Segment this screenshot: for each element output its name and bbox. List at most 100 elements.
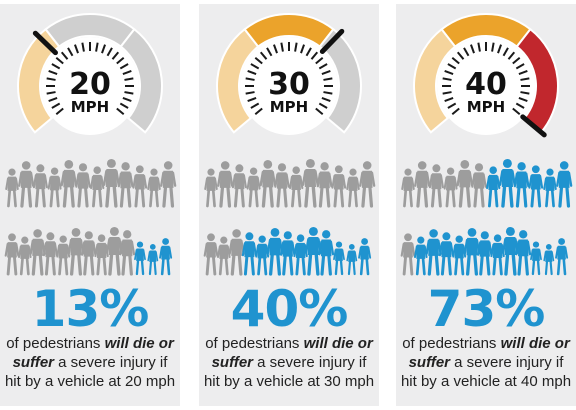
caption-pre: of pedestrians xyxy=(402,335,501,352)
pedestrian-figure xyxy=(438,232,454,276)
percentage-value: 73% xyxy=(427,280,546,338)
gauge-tick xyxy=(518,97,528,102)
gauge-tick xyxy=(46,91,56,95)
gauge-needle xyxy=(32,30,58,56)
gauge-tick xyxy=(323,91,333,95)
pedestrian-figure xyxy=(204,168,218,208)
caption-post: a severe injury if hit by a vehicle at 2… xyxy=(4,354,176,390)
pedestrian-figure xyxy=(501,226,519,276)
gauge-tick xyxy=(318,63,328,70)
gauge-tick xyxy=(477,42,481,52)
speed-value: 20 xyxy=(69,67,111,102)
gauge-tick xyxy=(507,51,516,60)
gauge-zone-high xyxy=(318,27,362,134)
gauge-tick xyxy=(259,51,268,60)
pedestrian-figure xyxy=(160,161,177,208)
pedestrian-figure xyxy=(32,164,48,208)
gauge-tick xyxy=(294,42,298,52)
gauge-ticks xyxy=(245,42,333,116)
pedestrian-figure xyxy=(42,232,58,276)
gauge-tick xyxy=(518,70,528,75)
pedestrian-figure xyxy=(105,226,123,276)
gauge-tick xyxy=(266,47,273,57)
pedestrian-figure xyxy=(486,166,501,208)
pedestrian-figure xyxy=(513,162,530,208)
gauge-tick xyxy=(451,56,460,65)
pedestrian-figure xyxy=(255,235,270,276)
gauge-tick xyxy=(515,102,525,109)
pedestrian-figure xyxy=(456,160,474,208)
pedestrian-figure xyxy=(81,231,97,276)
pedestrian-figure xyxy=(67,228,85,276)
gauge-tick xyxy=(55,107,64,116)
pedestrian-figure xyxy=(159,238,173,276)
gauge-tick xyxy=(300,44,305,54)
gauge-tick xyxy=(254,56,263,65)
caption-pre: of pedestrians xyxy=(6,335,105,352)
pedestrian-figure xyxy=(4,233,20,276)
gauge-tick xyxy=(512,56,521,65)
gauge-tick xyxy=(101,44,106,54)
pedestrian-figure xyxy=(543,168,557,208)
pedestrian-figure xyxy=(316,162,333,208)
gauge-tick xyxy=(280,42,284,52)
gauge-tick xyxy=(116,107,125,116)
gauge-tick xyxy=(46,77,56,81)
gauge-tick xyxy=(447,102,457,109)
pedestrian-figure xyxy=(217,161,234,208)
gauge-tick xyxy=(111,51,120,60)
pedestrian-figure xyxy=(102,158,120,208)
pedestrian-figure xyxy=(94,234,109,276)
speed-unit: MPH xyxy=(467,98,505,116)
caption-text: of pedestrians will die or suffer a seve… xyxy=(203,334,375,391)
gauge-tick xyxy=(81,42,85,52)
pedestrian-figure xyxy=(515,230,532,276)
speed-value: 30 xyxy=(268,67,310,102)
gauge-tick xyxy=(444,97,454,102)
gauge-tick xyxy=(520,77,530,81)
gauge-tick xyxy=(122,70,132,75)
gauge-tick xyxy=(520,91,530,95)
pedestrian-figure xyxy=(259,160,277,208)
pedestrian-figure xyxy=(147,244,159,276)
gauge-zone-high xyxy=(119,27,163,134)
gauge-tick xyxy=(310,51,319,60)
gauge-tick xyxy=(470,44,475,54)
caption-emphasis: will die or suffer xyxy=(408,335,570,371)
caption-emphasis: will die or suffer xyxy=(211,335,373,371)
pedestrian-figure xyxy=(401,168,415,208)
gauge-tick xyxy=(451,107,460,116)
pedestrian-figure xyxy=(543,244,555,276)
pedestrian-figure xyxy=(498,158,516,208)
pedestrian-figure xyxy=(56,235,71,276)
gauge-face xyxy=(240,37,338,135)
gauge-tick xyxy=(51,63,61,70)
gauge-tick xyxy=(245,77,255,81)
gauge-tick xyxy=(254,107,263,116)
pedestrian-figure xyxy=(289,166,304,208)
pedestrian-figure xyxy=(18,161,35,208)
pedestrian-figure xyxy=(75,163,91,208)
gauge-tick xyxy=(315,107,324,116)
gauge-tick xyxy=(124,91,134,95)
percentage-value: 13% xyxy=(31,280,150,338)
percentage-value: 40% xyxy=(230,280,349,338)
gauge-ticks xyxy=(46,42,134,116)
caption-text: of pedestrians will die or suffer a seve… xyxy=(4,334,176,391)
pedestrian-figure xyxy=(477,231,493,276)
pedestrian-figure xyxy=(556,161,573,208)
gauge-tick xyxy=(67,47,74,57)
panel-20mph: 20 MPH 13% of pedestrians will die or su… xyxy=(0,4,180,406)
gauge-tick xyxy=(60,51,69,60)
pedestrian-figure xyxy=(346,244,358,276)
gauge-tick xyxy=(74,44,79,54)
gauge-needle xyxy=(520,114,547,138)
gauge-tick xyxy=(273,44,278,54)
speed-value: 40 xyxy=(465,67,507,102)
pedestrian-figure xyxy=(333,241,345,276)
pedestrian-crowd xyxy=(4,158,177,276)
pedestrian-figure xyxy=(117,162,134,208)
gauge-tick xyxy=(321,97,331,102)
pedestrian-figure xyxy=(301,158,319,208)
pedestrian-figure xyxy=(29,229,46,276)
